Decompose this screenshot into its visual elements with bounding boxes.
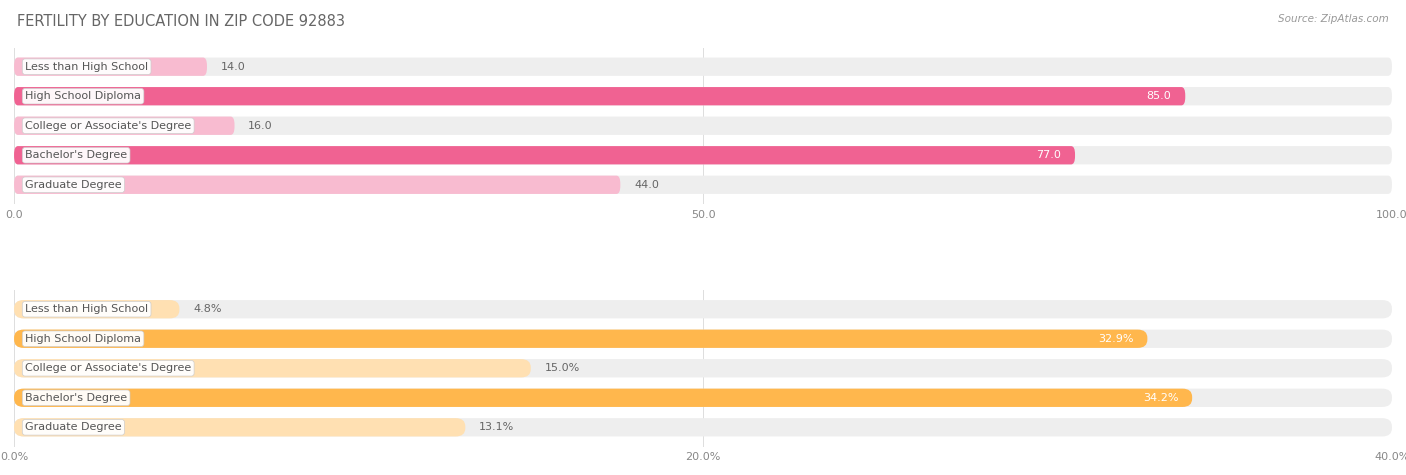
Text: College or Associate's Degree: College or Associate's Degree <box>25 363 191 373</box>
FancyBboxPatch shape <box>14 146 1392 164</box>
Text: 4.8%: 4.8% <box>193 304 222 314</box>
FancyBboxPatch shape <box>14 300 1392 318</box>
FancyBboxPatch shape <box>14 87 1185 105</box>
Text: 15.0%: 15.0% <box>544 363 579 373</box>
Text: High School Diploma: High School Diploma <box>25 334 141 344</box>
Text: 85.0: 85.0 <box>1147 91 1171 101</box>
Text: College or Associate's Degree: College or Associate's Degree <box>25 121 191 131</box>
FancyBboxPatch shape <box>14 359 531 378</box>
FancyBboxPatch shape <box>14 389 1392 407</box>
Text: 44.0: 44.0 <box>634 180 659 190</box>
Text: 16.0: 16.0 <box>249 121 273 131</box>
Text: 77.0: 77.0 <box>1036 150 1062 160</box>
Text: Graduate Degree: Graduate Degree <box>25 180 122 190</box>
Text: 34.2%: 34.2% <box>1143 393 1178 403</box>
Text: 32.9%: 32.9% <box>1098 334 1133 344</box>
FancyBboxPatch shape <box>14 176 620 194</box>
FancyBboxPatch shape <box>14 57 207 76</box>
Text: Bachelor's Degree: Bachelor's Degree <box>25 393 127 403</box>
FancyBboxPatch shape <box>14 57 1392 76</box>
FancyBboxPatch shape <box>14 146 1076 164</box>
Text: 13.1%: 13.1% <box>479 422 515 432</box>
FancyBboxPatch shape <box>14 418 465 437</box>
Text: High School Diploma: High School Diploma <box>25 91 141 101</box>
Text: 14.0: 14.0 <box>221 62 246 72</box>
Text: Graduate Degree: Graduate Degree <box>25 422 122 432</box>
Text: Source: ZipAtlas.com: Source: ZipAtlas.com <box>1278 14 1389 24</box>
FancyBboxPatch shape <box>14 300 180 318</box>
Text: Less than High School: Less than High School <box>25 62 148 72</box>
Text: Less than High School: Less than High School <box>25 304 148 314</box>
FancyBboxPatch shape <box>14 116 1392 135</box>
FancyBboxPatch shape <box>14 359 1392 378</box>
FancyBboxPatch shape <box>14 418 1392 437</box>
FancyBboxPatch shape <box>14 330 1147 348</box>
FancyBboxPatch shape <box>14 87 1392 105</box>
FancyBboxPatch shape <box>14 116 235 135</box>
FancyBboxPatch shape <box>14 176 1392 194</box>
FancyBboxPatch shape <box>14 389 1192 407</box>
Text: FERTILITY BY EDUCATION IN ZIP CODE 92883: FERTILITY BY EDUCATION IN ZIP CODE 92883 <box>17 14 344 29</box>
FancyBboxPatch shape <box>14 330 1392 348</box>
Text: Bachelor's Degree: Bachelor's Degree <box>25 150 127 160</box>
